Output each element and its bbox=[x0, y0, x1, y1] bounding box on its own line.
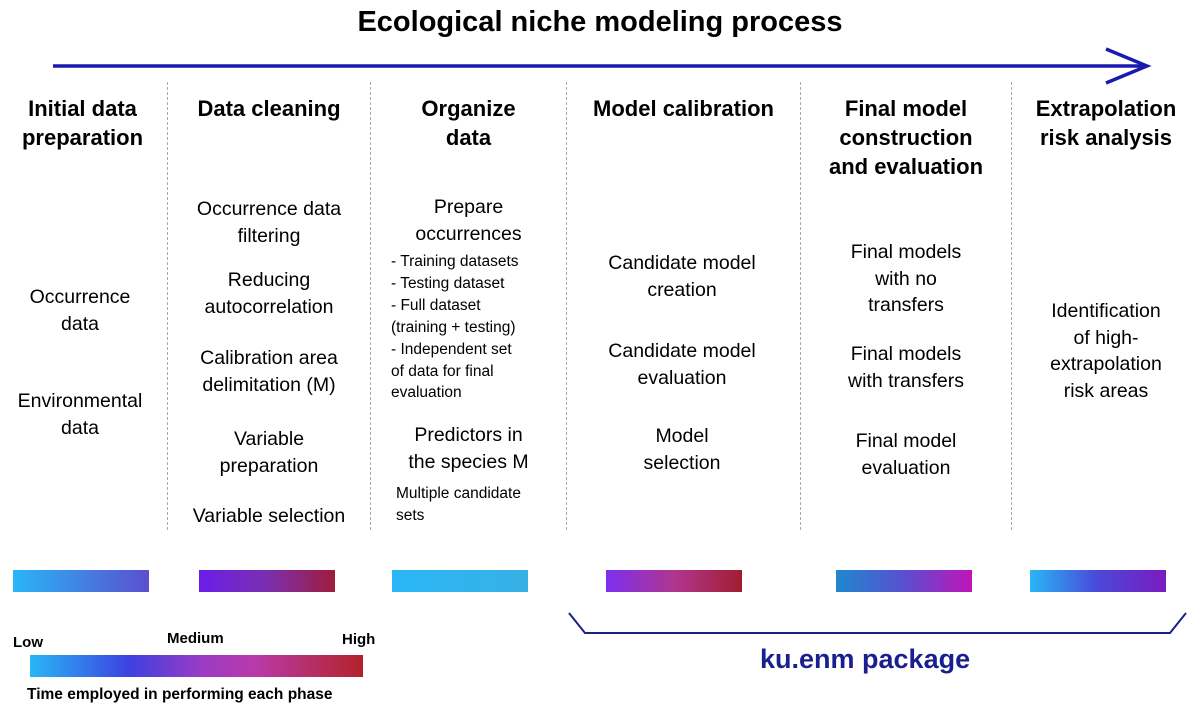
step-final-model-evaluation: Final model evaluation bbox=[855, 430, 957, 479]
step-final-models-with-transfers: Final models with transfers bbox=[848, 343, 964, 392]
column-header-initial-data-preparation: Initial data preparation bbox=[21, 96, 144, 150]
sub-item-independent-set: - Independent set of data for final eval… bbox=[391, 341, 512, 401]
column-separator bbox=[167, 82, 168, 530]
step-prepare-occurrences: Prepare occurrences bbox=[415, 196, 522, 245]
step-predictors-in-species-m: Predictors in the species M bbox=[408, 424, 529, 473]
column-header-model-calibration: Model calibration bbox=[593, 96, 774, 121]
step-identification-high-extrapolation-risk-areas: Identification of high- extrapolation ri… bbox=[1050, 300, 1162, 402]
column-separator bbox=[566, 82, 567, 530]
step-variable-selection: Variable selection bbox=[192, 505, 346, 527]
column-header-final-model-construction: Final model construction and evaluation bbox=[828, 96, 984, 179]
time-bar-model-calibration bbox=[606, 570, 742, 592]
column-separator bbox=[1011, 82, 1012, 530]
diagram-title: Ecological niche modeling process bbox=[357, 6, 843, 38]
step-candidate-model-creation: Candidate model creation bbox=[608, 252, 756, 301]
sub-item-training-datasets: - Training datasets bbox=[391, 253, 519, 270]
process-arrow-head bbox=[1105, 47, 1152, 85]
legend-medium-label: Medium bbox=[167, 630, 224, 647]
step-final-models-no-transfers: Final models with no transfers bbox=[850, 241, 962, 316]
column-header-extrapolation-risk-analysis: Extrapolation risk analysis bbox=[1035, 96, 1177, 150]
note-multiple-candidate-sets: Multiple candidate sets bbox=[396, 485, 521, 524]
step-environmental-data: Environmental data bbox=[17, 390, 143, 439]
column-separator bbox=[370, 82, 371, 530]
legend-low-label: Low bbox=[13, 634, 43, 651]
time-bar-extrapolation-risk-analysis bbox=[1030, 570, 1166, 592]
sub-item-full-dataset: - Full dataset (training + testing) bbox=[391, 297, 516, 336]
package-brace bbox=[568, 612, 1187, 634]
time-bar-organize-data bbox=[392, 570, 528, 592]
step-candidate-model-evaluation: Candidate model evaluation bbox=[608, 340, 756, 389]
step-calibration-area-delimitation: Calibration area delimitation (M) bbox=[200, 347, 338, 396]
step-occurrence-data-filtering: Occurrence data filtering bbox=[196, 198, 342, 247]
column-header-data-cleaning: Data cleaning bbox=[197, 96, 341, 121]
time-bar-initial-data-preparation bbox=[13, 570, 149, 592]
step-variable-preparation: Variable preparation bbox=[219, 428, 319, 477]
package-label: ku.enm package bbox=[760, 644, 971, 674]
step-model-selection: Model selection bbox=[643, 425, 721, 474]
legend-gradient-bar bbox=[30, 655, 363, 677]
time-bar-data-cleaning bbox=[199, 570, 335, 592]
legend-caption: Time employed in performing each phase bbox=[27, 686, 333, 703]
column-separator bbox=[800, 82, 801, 530]
legend-high-label: High bbox=[342, 631, 376, 648]
step-reducing-autocorrelation: Reducing autocorrelation bbox=[204, 269, 334, 318]
step-occurrence-data: Occurrence data bbox=[29, 286, 131, 335]
column-header-organize-data: Organize data bbox=[421, 96, 516, 150]
time-bar-final-model-construction bbox=[836, 570, 972, 592]
sub-item-testing-dataset: - Testing dataset bbox=[391, 275, 505, 292]
